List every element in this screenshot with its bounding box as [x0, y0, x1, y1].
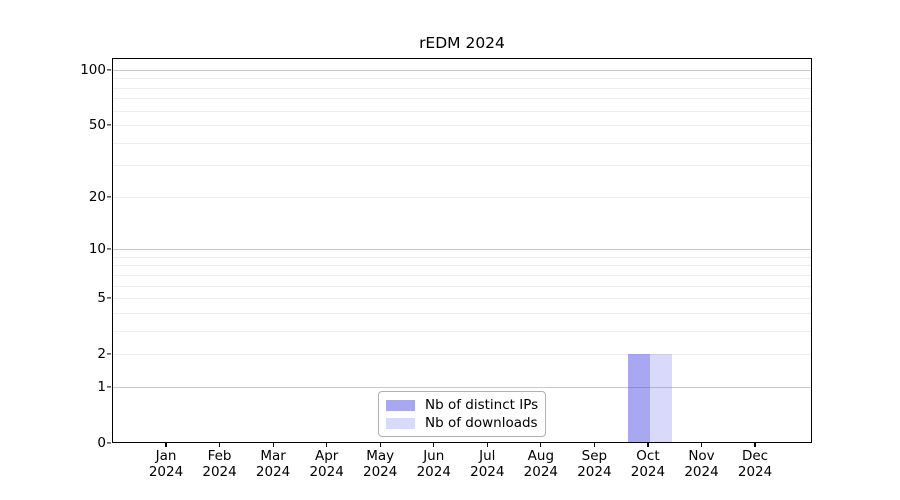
- minor-gridline: [112, 165, 812, 167]
- major-gridline: [112, 249, 812, 251]
- y-axis-label: 1: [97, 378, 106, 395]
- plot-area: [112, 58, 812, 443]
- x-axis-label-line: Jun: [423, 448, 445, 464]
- x-axis-label-line: Feb: [207, 448, 232, 464]
- x-axis-label-line: Apr: [314, 448, 339, 464]
- x-axis-label-line: Aug: [527, 448, 555, 464]
- legend-label: Nb of distinct IPs: [425, 397, 539, 413]
- minor-gridline: [112, 354, 812, 356]
- x-axis-label-line: 2024: [737, 463, 773, 480]
- legend-entry: Nb of distinct IPs: [386, 397, 539, 413]
- y-axis-label: 0: [97, 435, 106, 451]
- x-axis-tick: [754, 443, 756, 447]
- y-axis-tick: [107, 196, 111, 198]
- x-axis-label: Mar 2024: [241, 448, 305, 480]
- minor-gridline: [112, 330, 812, 332]
- legend-swatch: [386, 417, 415, 429]
- x-axis-label: Dec 2024: [723, 448, 787, 480]
- x-axis-label-line: 2024: [363, 463, 398, 480]
- y-axis-tick: [107, 69, 111, 71]
- y-axis-tick: [107, 248, 111, 250]
- minor-gridline: [112, 142, 812, 144]
- minor-gridline: [112, 196, 812, 198]
- x-axis-label-line: 2024: [255, 463, 291, 480]
- minor-gridline: [112, 312, 812, 314]
- x-axis-label: Feb 2024: [188, 448, 252, 480]
- minor-gridline: [112, 265, 812, 267]
- x-axis-label-line: Jul: [479, 448, 496, 464]
- minor-gridline: [112, 125, 812, 127]
- x-axis-label-line: Jan: [155, 448, 177, 464]
- minor-gridline: [112, 274, 812, 276]
- legend: Nb of distinct IPs Nb of downloads: [378, 391, 546, 437]
- x-axis-label-line: 2024: [684, 463, 719, 480]
- x-axis-tick: [593, 443, 595, 447]
- y-axis-label: 50: [88, 117, 106, 134]
- x-axis-tick: [379, 443, 381, 447]
- x-axis-tick: [540, 443, 542, 447]
- legend-label: Nb of downloads: [425, 415, 538, 431]
- x-axis-label: Sep 2024: [562, 448, 626, 480]
- y-axis-label: 10: [88, 241, 106, 258]
- minor-gridline: [112, 298, 812, 300]
- x-axis-tick: [433, 443, 435, 447]
- x-axis-label: Apr 2024: [295, 448, 359, 480]
- y-axis-label: 20: [88, 188, 106, 205]
- x-axis-tick: [700, 443, 703, 447]
- x-axis-label: Nov 2024: [670, 448, 734, 480]
- major-gridline: [112, 70, 812, 71]
- x-axis-label-line: 2024: [523, 463, 559, 480]
- x-axis-label-line: Dec: [741, 448, 769, 464]
- y-axis-label: 100: [80, 62, 106, 78]
- x-axis-label: Oct 2024: [616, 448, 680, 480]
- x-axis-label-line: 2024: [416, 463, 451, 480]
- x-axis-label-line: 2024: [470, 463, 505, 480]
- y-axis-label: 2: [97, 346, 106, 363]
- x-axis-label: Jan 2024: [134, 448, 198, 480]
- major-gridline: [112, 386, 812, 388]
- bar-nb-of-downloads-oct-2024: [649, 354, 672, 443]
- x-axis-label: Jun 2024: [402, 448, 466, 480]
- y-axis-tick: [107, 386, 111, 388]
- x-axis-label: May 2024: [348, 448, 412, 480]
- y-axis-tick: [107, 353, 111, 355]
- x-axis-label-line: May: [366, 448, 395, 464]
- x-axis-label: Jul 2024: [455, 448, 519, 480]
- x-axis-label-line: Oct: [636, 448, 660, 464]
- y-axis-tick: [107, 124, 111, 126]
- y-axis-label: 5: [97, 290, 106, 307]
- x-axis-label-line: Sep: [581, 448, 608, 464]
- y-axis-tick: [107, 297, 111, 299]
- x-axis-tick: [272, 443, 274, 447]
- x-axis-label: Aug 2024: [509, 448, 573, 480]
- chart-title: rEDM 2024: [419, 34, 505, 52]
- x-axis-label-line: 2024: [309, 463, 344, 480]
- legend-swatch: [386, 399, 415, 411]
- x-axis-label-line: 2024: [148, 463, 184, 480]
- minor-gridline: [112, 98, 812, 100]
- x-axis-tick: [165, 443, 167, 447]
- minor-gridline: [112, 87, 812, 89]
- x-axis-tick: [218, 443, 221, 447]
- minor-gridline: [112, 110, 812, 112]
- bar-nb-of-distinct-ips-oct-2024: [627, 354, 650, 443]
- x-axis-tick: [326, 443, 328, 447]
- x-axis-label-line: 2024: [630, 463, 666, 480]
- y-axis-tick: [107, 442, 111, 444]
- x-axis-label-line: 2024: [202, 463, 237, 480]
- x-axis-label-line: Nov: [688, 448, 715, 464]
- x-axis-label-line: Mar: [260, 448, 286, 464]
- x-axis-tick: [647, 443, 649, 447]
- minor-gridline: [112, 78, 812, 80]
- minor-gridline: [112, 285, 812, 287]
- x-axis-label-line: 2024: [577, 463, 612, 480]
- legend-entry: Nb of downloads: [386, 415, 538, 431]
- minor-gridline: [112, 256, 812, 258]
- x-axis-tick: [486, 443, 488, 447]
